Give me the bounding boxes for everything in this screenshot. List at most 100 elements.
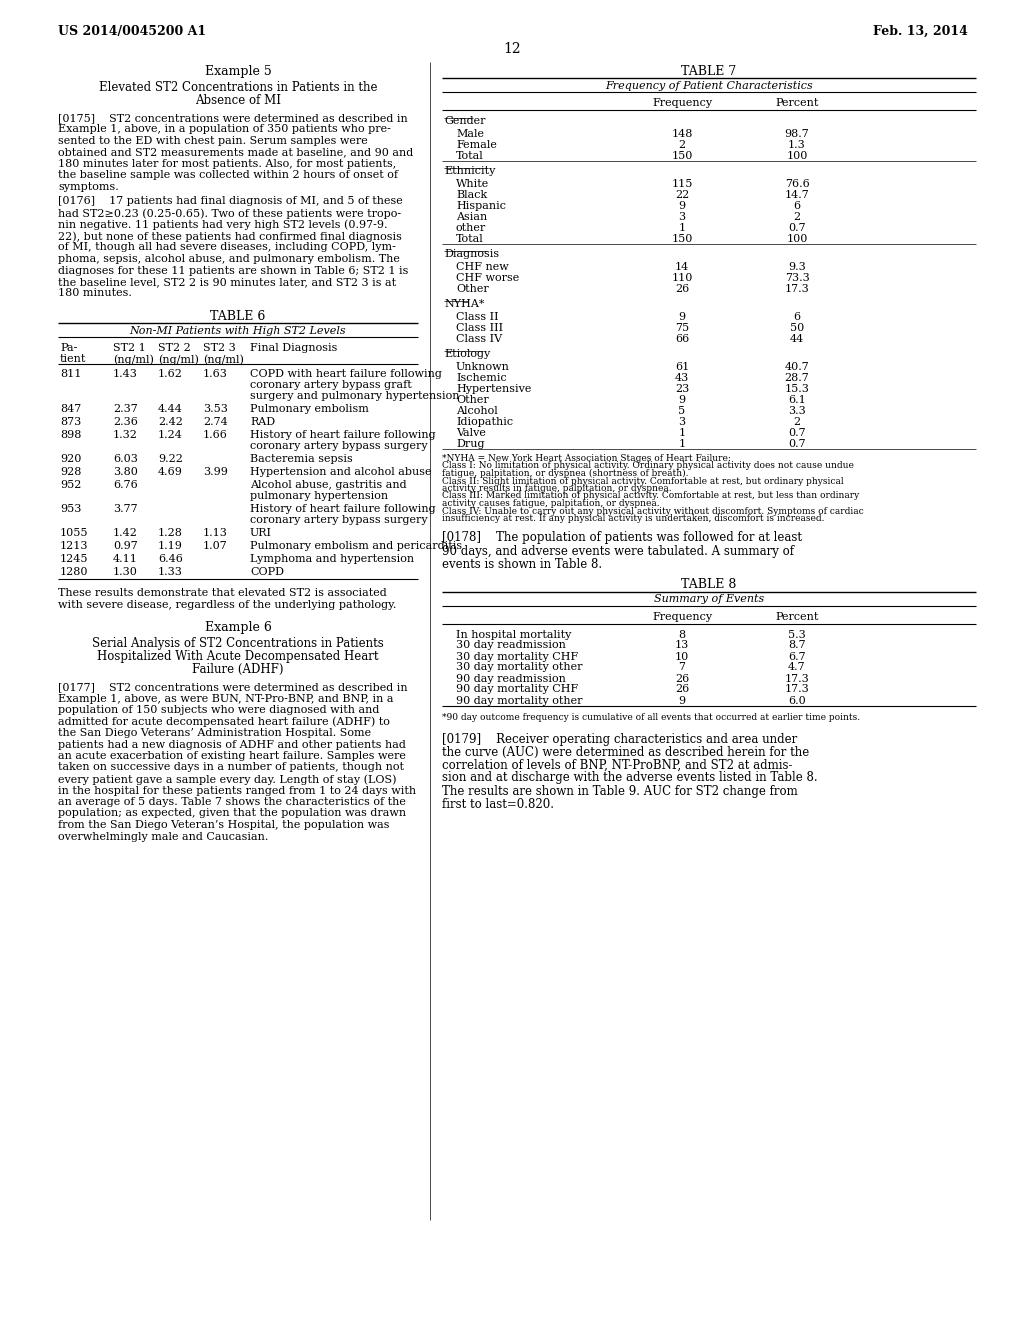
Text: 76.6: 76.6 [784,180,809,189]
Text: Idiopathic: Idiopathic [456,417,513,426]
Text: 26: 26 [675,673,689,684]
Text: pulmonary hypertension: pulmonary hypertension [250,491,388,502]
Text: Female: Female [456,140,497,150]
Text: 50: 50 [790,323,804,333]
Text: (ng/ml): (ng/ml) [113,354,154,364]
Text: 6: 6 [794,201,801,211]
Text: 3.99: 3.99 [203,467,228,477]
Text: other: other [456,223,486,234]
Text: overwhelmingly male and Caucasian.: overwhelmingly male and Caucasian. [58,832,268,842]
Text: 12: 12 [503,42,521,55]
Text: These results demonstrate that elevated ST2 is associated: These results demonstrate that elevated … [58,587,387,598]
Text: Drug: Drug [456,440,484,449]
Text: 1.28: 1.28 [158,528,183,539]
Text: 4.11: 4.11 [113,554,138,564]
Text: 90 days, and adverse events were tabulated. A summary of: 90 days, and adverse events were tabulat… [442,544,794,557]
Text: Ischemic: Ischemic [456,374,507,383]
Text: 43: 43 [675,374,689,383]
Text: 9: 9 [679,312,685,322]
Text: Class IV: Unable to carry out any physical activity without discomfort. Symptoms: Class IV: Unable to carry out any physic… [442,507,864,516]
Text: 100: 100 [786,234,808,244]
Text: 73.3: 73.3 [784,273,809,282]
Text: In hospital mortality: In hospital mortality [456,630,571,639]
Text: 98.7: 98.7 [784,129,809,139]
Text: Class III: Marked limitation of physical activity. Comfortable at rest, but less: Class III: Marked limitation of physical… [442,491,859,500]
Text: 3: 3 [679,213,685,222]
Text: Bacteremia sepsis: Bacteremia sepsis [250,454,352,465]
Text: 6: 6 [794,312,801,322]
Text: 30 day mortality CHF: 30 day mortality CHF [456,652,579,661]
Text: 22: 22 [675,190,689,201]
Text: of MI, though all had severe diseases, including COPD, lym-: of MI, though all had severe diseases, i… [58,243,396,252]
Text: TABLE 6: TABLE 6 [210,310,265,323]
Text: Frequency: Frequency [652,611,712,622]
Text: 40.7: 40.7 [784,362,809,372]
Text: the curve (AUC) were determined as described herein for the: the curve (AUC) were determined as descr… [442,746,809,759]
Text: Alcohol abuse, gastritis and: Alcohol abuse, gastritis and [250,480,407,490]
Text: fatigue, palpitation, or dyspnea (shortness of breath).: fatigue, palpitation, or dyspnea (shortn… [442,469,688,478]
Text: had ST2≥0.23 (0.25-0.65). Two of these patients were tropo-: had ST2≥0.23 (0.25-0.65). Two of these p… [58,209,401,219]
Text: 14.7: 14.7 [784,190,809,201]
Text: 150: 150 [672,150,692,161]
Text: 44: 44 [790,334,804,345]
Text: 2: 2 [794,417,801,426]
Text: 1.62: 1.62 [158,370,183,379]
Text: 873: 873 [60,417,81,426]
Text: Example 6: Example 6 [205,620,271,634]
Text: Class I: No limitation of physical activity. Ordinary physical activity does not: Class I: No limitation of physical activ… [442,462,854,470]
Text: 1.63: 1.63 [203,370,228,379]
Text: coronary artery bypass surgery: coronary artery bypass surgery [250,515,428,525]
Text: 2: 2 [679,140,685,150]
Text: Percent: Percent [775,611,818,622]
Text: 9.3: 9.3 [788,261,806,272]
Text: Elevated ST2 Concentrations in Patients in the: Elevated ST2 Concentrations in Patients … [98,81,377,94]
Text: (ng/ml): (ng/ml) [158,354,199,364]
Text: 9.22: 9.22 [158,454,183,465]
Text: URI: URI [250,528,272,539]
Text: Other: Other [456,395,488,405]
Text: 10: 10 [675,652,689,661]
Text: COPD: COPD [250,568,284,577]
Text: 6.46: 6.46 [158,554,183,564]
Text: activity results in fatigue, palpitation, or dyspnea.: activity results in fatigue, palpitation… [442,484,672,492]
Text: nin negative. 11 patients had very high ST2 levels (0.97-9.: nin negative. 11 patients had very high … [58,219,387,230]
Text: Class IV: Class IV [456,334,502,345]
Text: 0.97: 0.97 [113,541,138,550]
Text: 1.24: 1.24 [158,430,183,440]
Text: obtained and ST2 measurements made at baseline, and 90 and: obtained and ST2 measurements made at ba… [58,148,414,157]
Text: Non-MI Patients with High ST2 Levels: Non-MI Patients with High ST2 Levels [130,326,346,337]
Text: Other: Other [456,284,488,294]
Text: Final Diagnosis: Final Diagnosis [250,343,337,352]
Text: 4.69: 4.69 [158,467,183,477]
Text: 3: 3 [679,417,685,426]
Text: 17.3: 17.3 [784,673,809,684]
Text: Absence of MI: Absence of MI [195,94,281,107]
Text: 6.76: 6.76 [113,480,138,490]
Text: 150: 150 [672,234,692,244]
Text: 8.7: 8.7 [788,640,806,651]
Text: 811: 811 [60,370,81,379]
Text: 90 day readmission: 90 day readmission [456,673,566,684]
Text: Frequency: Frequency [652,98,712,108]
Text: Ethnicity: Ethnicity [444,166,496,176]
Text: 920: 920 [60,454,81,465]
Text: ST2 2: ST2 2 [158,343,190,352]
Text: [0175]    ST2 concentrations were determined as described in: [0175] ST2 concentrations were determine… [58,114,408,123]
Text: 61: 61 [675,362,689,372]
Text: correlation of levels of BNP, NT-ProBNP, and ST2 at admis-: correlation of levels of BNP, NT-ProBNP,… [442,759,793,771]
Text: from the San Diego Veteran’s Hospital, the population was: from the San Diego Veteran’s Hospital, t… [58,820,389,830]
Text: symptoms.: symptoms. [58,182,119,191]
Text: [0177]    ST2 concentrations were determined as described in: [0177] ST2 concentrations were determine… [58,682,408,692]
Text: 8: 8 [679,630,685,639]
Text: Hypertensive: Hypertensive [456,384,531,393]
Text: 898: 898 [60,430,81,440]
Text: every patient gave a sample every day. Length of stay (LOS): every patient gave a sample every day. L… [58,774,396,784]
Text: 110: 110 [672,273,692,282]
Text: 1: 1 [679,440,685,449]
Text: 4.7: 4.7 [788,663,806,672]
Text: Example 1, above, in a population of 350 patients who pre-: Example 1, above, in a population of 350… [58,124,391,135]
Text: admitted for acute decompensated heart failure (ADHF) to: admitted for acute decompensated heart f… [58,717,390,727]
Text: Total: Total [456,150,483,161]
Text: 1055: 1055 [60,528,88,539]
Text: the baseline level, ST2 2 is 90 minutes later, and ST2 3 is at: the baseline level, ST2 2 is 90 minutes … [58,277,396,286]
